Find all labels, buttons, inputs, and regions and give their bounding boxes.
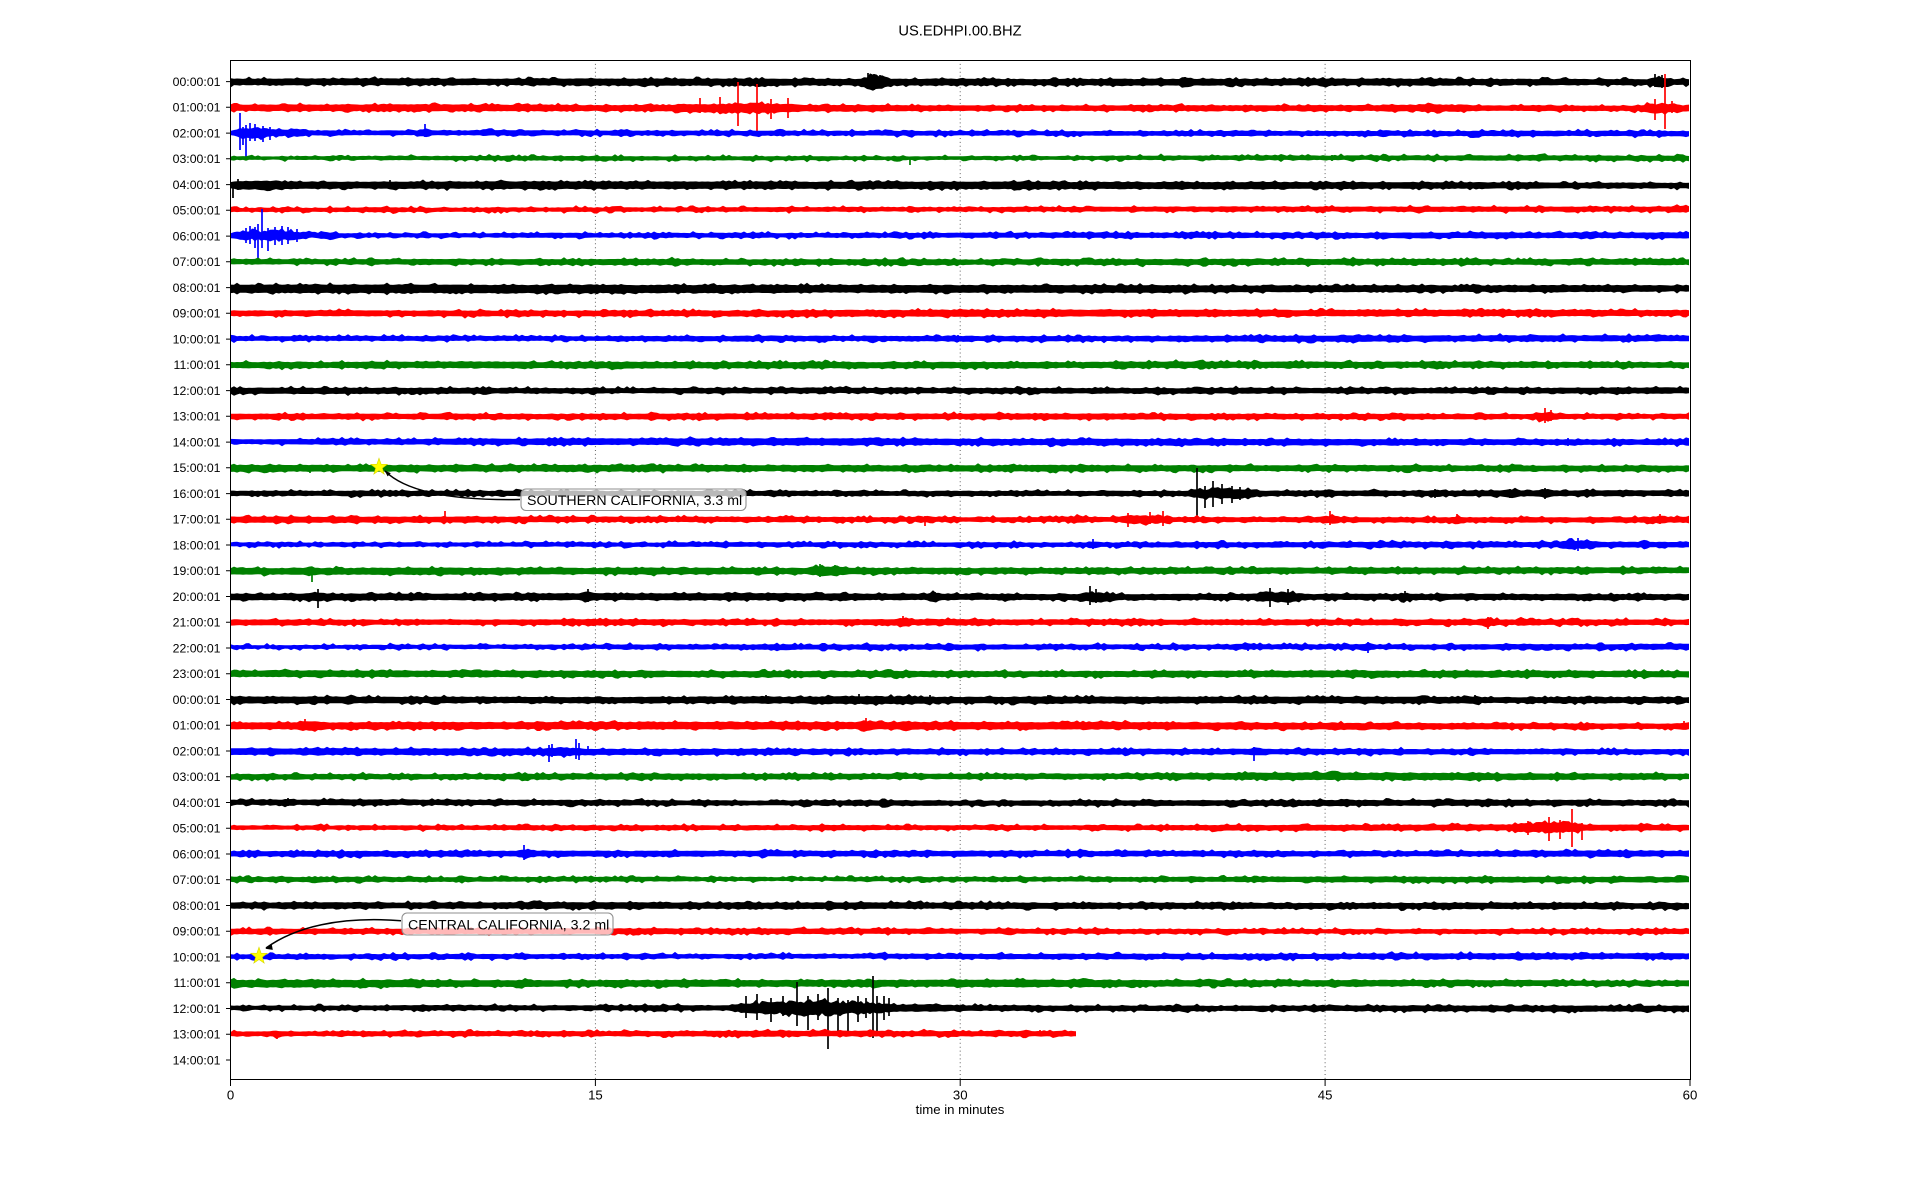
svg-text:13:00:01: 13:00:01 [173, 410, 221, 424]
svg-text:06:00:01: 06:00:01 [173, 847, 221, 861]
svg-text:60: 60 [1683, 1088, 1698, 1103]
svg-text:20:00:01: 20:00:01 [173, 590, 221, 604]
svg-text:09:00:01: 09:00:01 [173, 925, 221, 939]
svg-text:18:00:01: 18:00:01 [173, 538, 221, 552]
svg-text:30: 30 [953, 1088, 968, 1103]
svg-text:21:00:01: 21:00:01 [173, 616, 221, 630]
svg-text:02:00:01: 02:00:01 [173, 744, 221, 758]
svg-text:12:00:01: 12:00:01 [173, 384, 221, 398]
svg-text:07:00:01: 07:00:01 [173, 873, 221, 887]
svg-text:time in minutes: time in minutes [916, 1102, 1005, 1117]
svg-text:15: 15 [588, 1088, 603, 1103]
svg-text:US.EDHPI.00.BHZ: US.EDHPI.00.BHZ [898, 23, 1021, 39]
svg-text:01:00:01: 01:00:01 [173, 719, 221, 733]
svg-text:05:00:01: 05:00:01 [173, 822, 221, 836]
svg-text:23:00:01: 23:00:01 [173, 667, 221, 681]
svg-text:15:00:01: 15:00:01 [173, 461, 221, 475]
svg-text:45: 45 [1318, 1088, 1333, 1103]
svg-text:14:00:01: 14:00:01 [173, 1053, 221, 1067]
svg-text:17:00:01: 17:00:01 [173, 513, 221, 527]
svg-text:07:00:01: 07:00:01 [173, 255, 221, 269]
svg-text:08:00:01: 08:00:01 [173, 281, 221, 295]
svg-text:06:00:01: 06:00:01 [173, 230, 221, 244]
svg-text:CENTRAL CALIFORNIA, 3.2 ml: CENTRAL CALIFORNIA, 3.2 ml [408, 917, 609, 933]
svg-text:00:00:01: 00:00:01 [173, 75, 221, 89]
svg-text:11:00:01: 11:00:01 [174, 358, 221, 372]
svg-text:13:00:01: 13:00:01 [173, 1028, 221, 1042]
svg-text:11:00:01: 11:00:01 [174, 976, 221, 990]
svg-text:03:00:01: 03:00:01 [173, 770, 221, 784]
svg-text:10:00:01: 10:00:01 [173, 950, 221, 964]
svg-text:01:00:01: 01:00:01 [173, 101, 221, 115]
svg-text:04:00:01: 04:00:01 [173, 178, 221, 192]
svg-text:00:00:01: 00:00:01 [173, 693, 221, 707]
svg-text:0: 0 [227, 1088, 234, 1103]
svg-text:10:00:01: 10:00:01 [173, 333, 221, 347]
svg-text:03:00:01: 03:00:01 [173, 152, 221, 166]
svg-text:04:00:01: 04:00:01 [173, 796, 221, 810]
svg-text:19:00:01: 19:00:01 [173, 564, 221, 578]
svg-text:22:00:01: 22:00:01 [173, 641, 221, 655]
svg-text:08:00:01: 08:00:01 [173, 899, 221, 913]
svg-text:02:00:01: 02:00:01 [173, 127, 221, 141]
svg-text:16:00:01: 16:00:01 [173, 487, 221, 501]
svg-text:SOUTHERN CALIFORNIA, 3.3 ml: SOUTHERN CALIFORNIA, 3.3 ml [527, 493, 742, 509]
svg-text:05:00:01: 05:00:01 [173, 204, 221, 218]
svg-text:14:00:01: 14:00:01 [173, 436, 221, 450]
svg-text:12:00:01: 12:00:01 [173, 1002, 221, 1016]
svg-text:09:00:01: 09:00:01 [173, 307, 221, 321]
